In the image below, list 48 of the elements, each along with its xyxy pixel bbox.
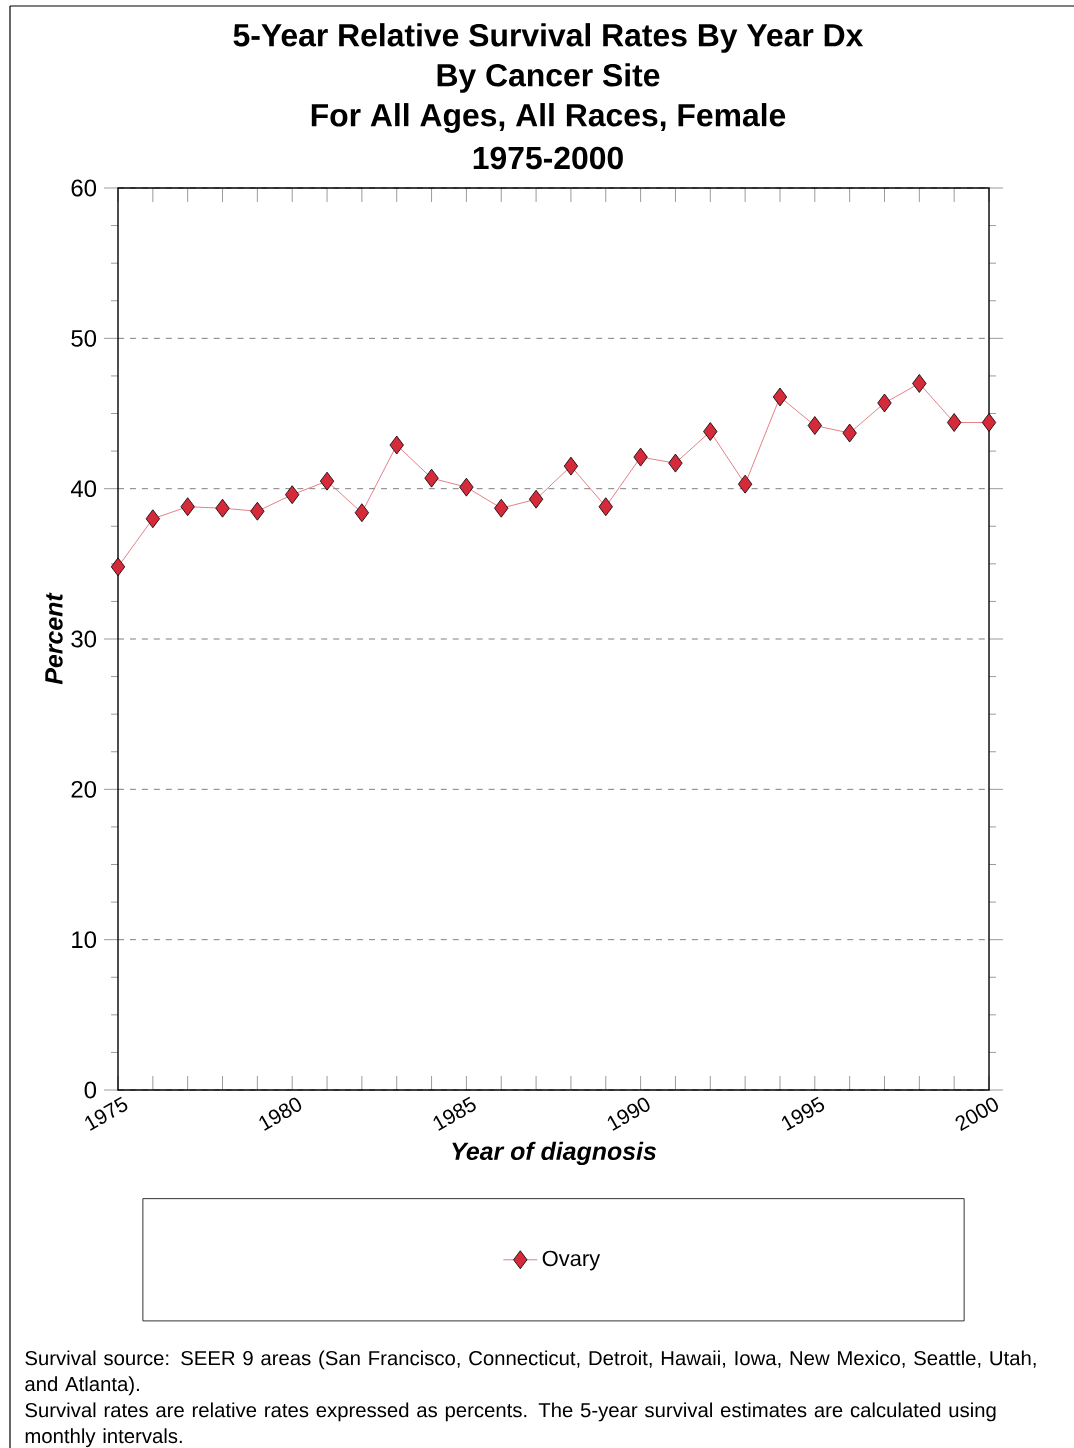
point bbox=[912, 374, 927, 393]
point bbox=[459, 477, 474, 497]
point bbox=[424, 468, 439, 488]
y-tick-label: 0 bbox=[84, 1081, 97, 1099]
point bbox=[145, 509, 160, 529]
x-tick-label: 2000 bbox=[955, 1097, 998, 1132]
point bbox=[389, 435, 404, 455]
point bbox=[319, 471, 335, 491]
point bbox=[703, 422, 718, 441]
y-tick-label: 10 bbox=[72, 931, 97, 949]
y-axis-title: Percent bbox=[45, 592, 63, 685]
point bbox=[737, 474, 753, 494]
text: For All Ages, All Races, Female bbox=[311, 103, 786, 133]
x-tick-label: 1995 bbox=[781, 1096, 825, 1131]
point bbox=[981, 413, 997, 432]
x-tick-label: 1985 bbox=[433, 1096, 476, 1131]
text: Survival rates are relative rates expressed as percents. The 5-year survival estimates are calculated using monthly intervals. bbox=[25, 1402, 996, 1448]
point bbox=[598, 497, 613, 517]
point bbox=[842, 423, 857, 443]
y-tick-label: 30 bbox=[71, 630, 97, 648]
point bbox=[668, 453, 683, 473]
y-tick-label: 60 bbox=[71, 179, 97, 197]
y-tick-label: 50 bbox=[71, 329, 97, 347]
chart-title: 5-Year Relative Survival Rates By Year Dx bbox=[233, 23, 864, 53]
point bbox=[285, 485, 300, 505]
legend-label: Ovary bbox=[542, 1250, 601, 1271]
x-axis-title: Year of diagnosis bbox=[452, 1141, 656, 1166]
point bbox=[354, 503, 370, 523]
y-tick-label: 40 bbox=[70, 480, 97, 498]
point bbox=[947, 413, 962, 432]
x-tick-label: 1975 bbox=[85, 1096, 128, 1131]
y-tick-label: 20 bbox=[71, 780, 97, 798]
text: By Cancer Site bbox=[437, 63, 660, 93]
point bbox=[633, 447, 648, 467]
text: Survival source: SEER 9 areas (San Francisco, Connecticut, Detroit, Hawaii, Iowa, New Mexico, Seattle, Utah, and Atlanta). bbox=[25, 1350, 1036, 1396]
point bbox=[772, 387, 788, 407]
point bbox=[110, 557, 126, 577]
x-tick-label: 1990 bbox=[607, 1097, 650, 1131]
point bbox=[180, 497, 195, 517]
point bbox=[215, 498, 230, 518]
point bbox=[250, 501, 265, 521]
point bbox=[528, 489, 544, 509]
point bbox=[807, 416, 822, 435]
point bbox=[494, 498, 509, 518]
text: 1975-2000 bbox=[473, 146, 623, 170]
point bbox=[563, 456, 579, 476]
x-tick-label: 1980 bbox=[259, 1097, 302, 1131]
point bbox=[877, 393, 892, 413]
